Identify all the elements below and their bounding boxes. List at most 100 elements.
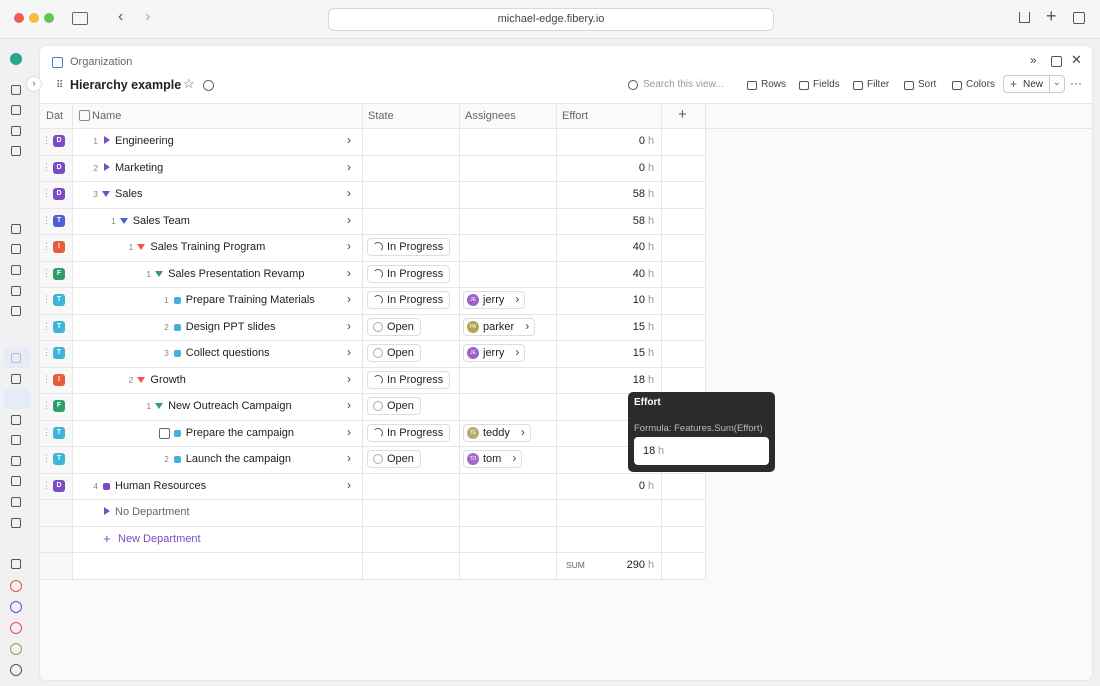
state-pill[interactable]: Open: [367, 317, 421, 336]
space-icon[interactable]: [10, 580, 22, 592]
sidebar-icon[interactable]: [11, 435, 21, 445]
open-chevron[interactable]: ›: [347, 186, 351, 200]
row-name[interactable]: Design PPT slides: [185, 320, 276, 333]
open-chevron[interactable]: ›: [347, 451, 351, 465]
row[interactable]: ⋮ D 1 Engineering › 0 h: [40, 128, 705, 155]
expand-arrow[interactable]: [104, 507, 110, 515]
toolbar-rows[interactable]: Rows: [761, 79, 787, 90]
sidebar-icon[interactable]: [11, 415, 21, 425]
sidebar-icon[interactable]: [11, 265, 21, 275]
toolbar-colors[interactable]: Colors: [966, 79, 995, 90]
toolbar-filter[interactable]: Filter: [867, 79, 890, 90]
open-chevron[interactable]: ›: [347, 239, 351, 253]
sidebar-icon[interactable]: [11, 105, 21, 115]
sidebar-icon[interactable]: [11, 456, 21, 466]
sidebar-toggle[interactable]: [72, 12, 88, 25]
add-column[interactable]: +: [678, 106, 687, 123]
toolbar-fields[interactable]: Fields: [813, 79, 840, 90]
expand-arrow[interactable]: [155, 403, 164, 409]
sidebar-icon[interactable]: [11, 126, 21, 136]
row-checkbox[interactable]: [158, 427, 170, 439]
space-icon[interactable]: [10, 601, 22, 613]
new-button[interactable]: + New ⌄: [1003, 75, 1065, 93]
open-chevron[interactable]: ›: [347, 424, 351, 439]
expand-arrow[interactable]: [104, 162, 110, 171]
state-pill[interactable]: In Progress: [367, 370, 451, 389]
open-chevron[interactable]: ›: [347, 133, 351, 147]
open-chevron[interactable]: ›: [347, 371, 351, 386]
row-name[interactable]: Human Resources: [115, 479, 207, 492]
row-name[interactable]: Engineering: [115, 135, 174, 147]
toolbar-sort[interactable]: Sort: [918, 79, 937, 90]
row[interactable]: ⋮ F 1 New Outreach Campaign › Open: [40, 393, 705, 420]
row[interactable]: ⋮ T 2 Launch the campaign › Open TO tom ›: [40, 446, 705, 473]
row[interactable]: ⋮ T 1 Prepare Training Materials › In Progres…: [40, 287, 705, 314]
open-button[interactable]: [1051, 56, 1062, 67]
row-name[interactable]: Sales Team: [132, 214, 190, 227]
row-name[interactable]: Marketing: [115, 161, 164, 174]
state-pill[interactable]: Open: [367, 397, 421, 415]
space-icon[interactable]: [10, 622, 22, 634]
state-pill[interactable]: Open: [367, 344, 421, 362]
new-dropdown[interactable]: ⌄: [1053, 77, 1061, 87]
row-name[interactable]: Sales Presentation Revamp: [168, 267, 305, 280]
row[interactable]: ⋮ T 3 Collect questions › Open JE jerry › 15 h: [40, 340, 705, 367]
assignee-pill[interactable]: TO tom ›: [463, 450, 523, 468]
space-icon[interactable]: [10, 664, 22, 676]
expand-arrow[interactable]: [104, 136, 110, 144]
row-name[interactable]: Prepare Training Materials: [185, 294, 315, 306]
drag-handle[interactable]: ⠿: [56, 80, 64, 91]
sidebar-expand[interactable]: ›: [26, 76, 42, 92]
row[interactable]: ⋮ D 4 Human Resources › 0 h: [40, 473, 705, 500]
open-chevron[interactable]: ›: [347, 265, 351, 280]
state-pill[interactable]: In Progress: [367, 238, 451, 256]
row-name[interactable]: Prepare the campaign: [185, 426, 295, 439]
row-name[interactable]: Launch the campaign: [185, 453, 291, 465]
tabs-button[interactable]: [1073, 12, 1085, 24]
open-chevron[interactable]: ›: [347, 292, 351, 306]
sidebar-icon[interactable]: [11, 497, 21, 507]
sidebar-icon[interactable]: [11, 374, 21, 384]
expand-arrow[interactable]: [155, 270, 164, 277]
row[interactable]: ⋮ F 1 Sales Presentation Revamp › In Progress…: [40, 261, 705, 288]
expand-button[interactable]: »: [1030, 53, 1037, 67]
row-name[interactable]: Sales Training Program: [150, 241, 266, 253]
new-department[interactable]: New Department: [118, 532, 201, 545]
select-all-checkbox[interactable]: [79, 110, 90, 121]
expand-arrow[interactable]: [119, 217, 128, 224]
state-pill[interactable]: In Progress: [367, 264, 451, 283]
open-chevron[interactable]: ›: [347, 318, 351, 333]
sidebar-icon[interactable]: [11, 224, 21, 234]
assignee-pill[interactable]: PA parker ›: [463, 317, 536, 336]
share-button[interactable]: [1019, 12, 1030, 23]
sidebar-icon[interactable]: [11, 518, 21, 528]
expand-arrow[interactable]: [137, 244, 146, 250]
back-button[interactable]: ‹: [118, 8, 124, 25]
row[interactable]: ⋮ T 2 Design PPT slides › Open PA parker › 15 h: [40, 314, 705, 341]
zoom-button[interactable]: [44, 13, 54, 23]
open-chevron[interactable]: ›: [347, 477, 351, 492]
sidebar-icon[interactable]: [11, 559, 21, 569]
row-name[interactable]: Growth: [150, 373, 186, 386]
state-pill[interactable]: In Progress: [367, 423, 451, 442]
sidebar-icon[interactable]: [11, 286, 21, 296]
sidebar-icon[interactable]: [11, 85, 21, 95]
open-chevron[interactable]: ›: [347, 212, 351, 227]
assignee-pill[interactable]: TE teddy ›: [463, 423, 531, 442]
state-pill[interactable]: Open: [367, 450, 421, 468]
row[interactable]: ⋮ T 1 Sales Team › 58 h: [40, 208, 705, 235]
expand-arrow[interactable]: [102, 191, 110, 197]
close-button[interactable]: [14, 13, 24, 23]
assignee-pill[interactable]: JE jerry ›: [463, 291, 526, 309]
row-name[interactable]: New Outreach Campaign: [168, 400, 292, 412]
search-input[interactable]: Search this view...: [643, 79, 724, 90]
assignee-pill[interactable]: JE jerry ›: [463, 344, 526, 362]
state-pill[interactable]: In Progress: [367, 291, 451, 309]
favorite-star[interactable]: ☆: [183, 76, 195, 91]
info-icon[interactable]: [203, 80, 214, 91]
open-chevron[interactable]: ›: [347, 345, 351, 359]
row[interactable]: ⋮ D 3 Sales › 58 h: [40, 181, 705, 208]
row[interactable]: ⋮ T Prepare the campaign › In Progress TE tedd…: [40, 420, 705, 447]
open-chevron[interactable]: ›: [347, 398, 351, 412]
more-button[interactable]: ···: [1070, 76, 1082, 90]
